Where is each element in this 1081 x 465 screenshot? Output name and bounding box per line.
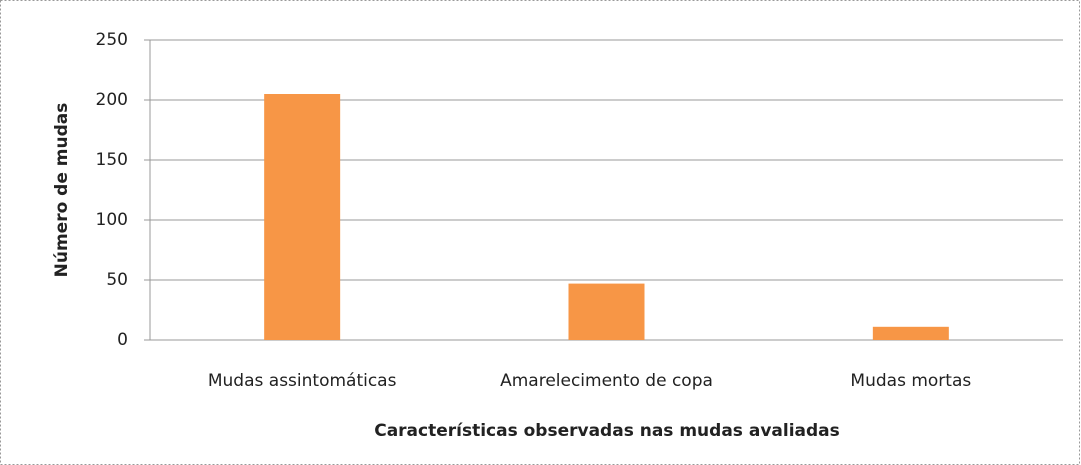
bar (264, 94, 341, 340)
y-tick-label: 50 (106, 270, 128, 290)
y-tick-label: 200 (96, 90, 128, 110)
y-tick-label: 0 (117, 330, 128, 350)
bar (568, 283, 645, 340)
y-tick-label: 250 (96, 30, 128, 50)
bar (872, 326, 949, 340)
y-axis-title: Número de mudas (52, 103, 72, 278)
y-tick-label: 100 (96, 210, 128, 230)
x-tick-label: Mudas mortas (850, 371, 971, 391)
x-tick-label: Amarelecimento de copa (500, 371, 713, 391)
x-axis-title: Características observadas nas mudas ava… (374, 421, 840, 441)
y-tick-label: 150 (96, 150, 128, 170)
x-tick-label: Mudas assintomáticas (208, 371, 397, 391)
